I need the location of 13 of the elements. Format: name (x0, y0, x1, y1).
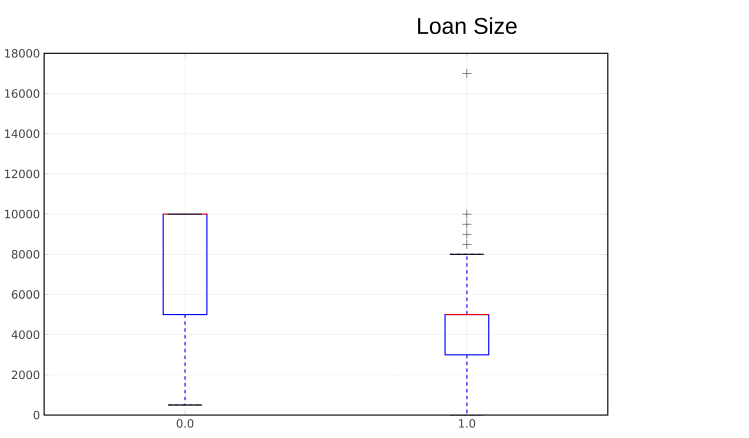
x-tick-label: 0.0 (176, 418, 194, 428)
chart-title: Loan Size (418, 17, 517, 34)
y-tick-label: 4000 (12, 330, 40, 339)
y-tick-label: 6000 (12, 290, 40, 299)
y-tick-label: 10000 (5, 210, 40, 218)
y-tick-label: 8000 (12, 250, 40, 259)
y-tick-label: 12000 (5, 170, 40, 178)
y-tick-label: 0 (34, 410, 40, 420)
y-tick-label: 18000 (5, 48, 40, 58)
x-tick-label: 1.0 (459, 418, 476, 428)
y-tick-label: 14000 (5, 129, 40, 138)
y-tick-label: 16000 (5, 89, 40, 98)
y-tick-label: 2000 (12, 370, 40, 380)
